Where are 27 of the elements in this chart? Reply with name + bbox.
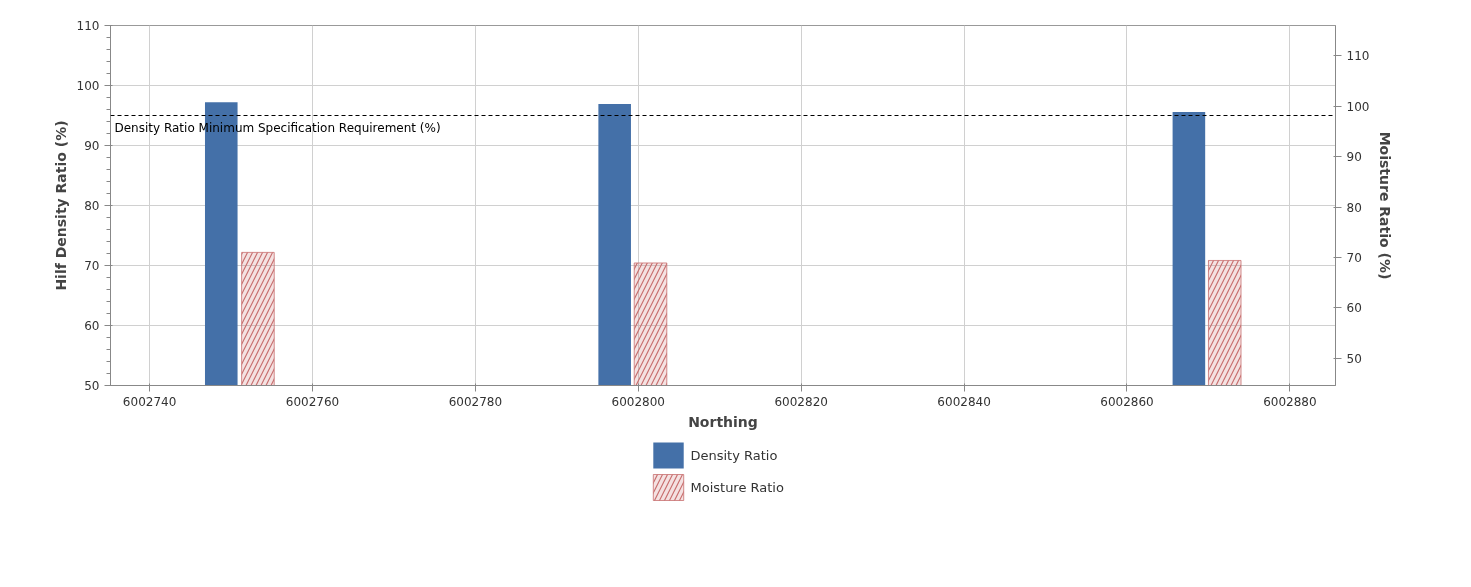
y-tick-label: 80 — [84, 199, 100, 213]
x-tick-label: 6002780 — [448, 394, 503, 409]
x-tick-label: 6002760 — [285, 394, 340, 409]
x-axis-title: Northing — [688, 413, 758, 430]
y-axis-title: Hilf Density Ratio (%) — [52, 120, 69, 291]
legend-label: Moisture Ratio — [690, 480, 784, 495]
x-tick-label: 6002880 — [1263, 394, 1317, 409]
y-tick-label: 110 — [76, 19, 100, 33]
x-tick-label: 6002800 — [611, 394, 666, 409]
y2-tick-label: 60 — [1346, 301, 1362, 316]
y2-axis-title: Moisture Ratio (%) — [1377, 131, 1394, 280]
y-tick-label: 70 — [84, 259, 100, 273]
y2-tick-label: 90 — [1346, 150, 1362, 165]
y2-tick-label: 110 — [1346, 49, 1370, 64]
x-tick-label: 6002740 — [122, 394, 177, 409]
legend-label: Density Ratio — [690, 448, 778, 463]
y2-tick-label: 50 — [1346, 351, 1362, 366]
x-tick-label: 6002820 — [774, 394, 828, 409]
y2-tick-label: 100 — [1346, 99, 1370, 114]
y-tick-label: 50 — [84, 379, 100, 393]
y-tick-label: 100 — [76, 79, 100, 93]
y-tick-label: 60 — [84, 319, 100, 333]
y-tick-label: 90 — [84, 139, 100, 153]
x-tick-label: 6002860 — [1100, 394, 1154, 409]
y2-tick-label: 80 — [1346, 200, 1362, 215]
x-tick-label: 6002840 — [937, 394, 991, 409]
y2-tick-label: 70 — [1346, 250, 1362, 265]
